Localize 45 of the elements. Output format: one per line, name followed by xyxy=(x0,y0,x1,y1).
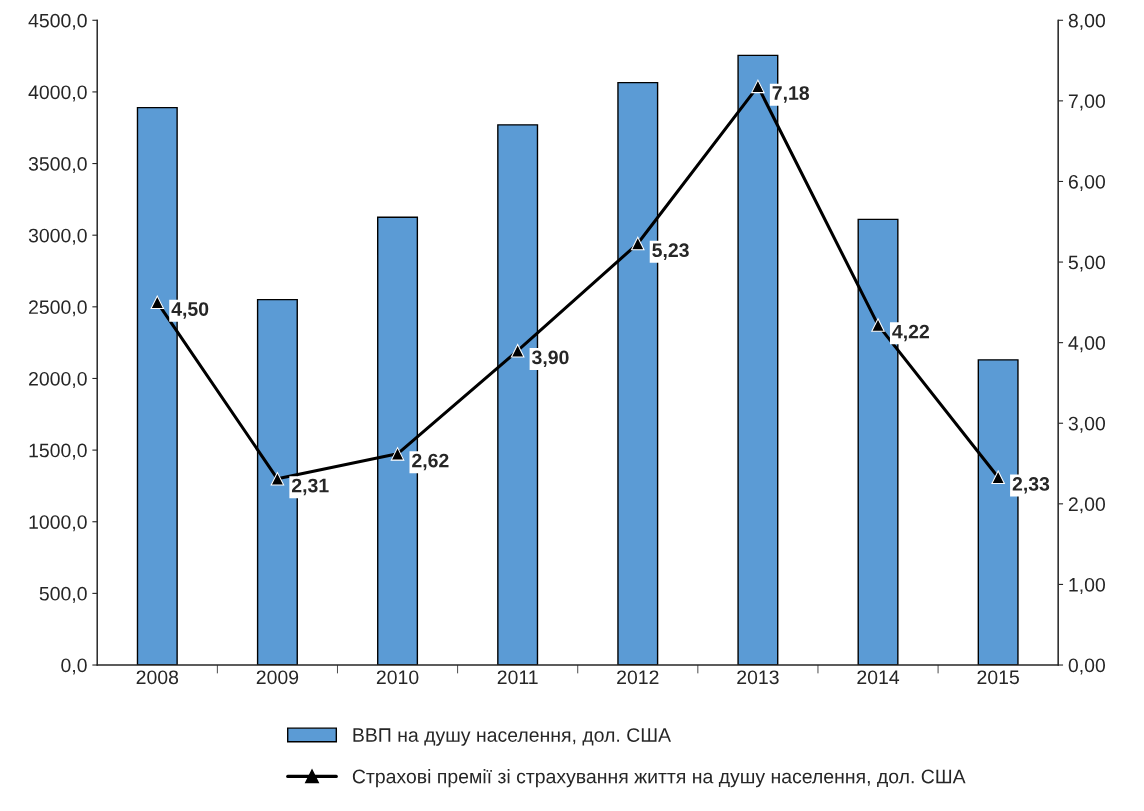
y2-tick-label: 6,00 xyxy=(1068,174,1106,191)
y-tick-label: 1500,0 xyxy=(29,443,87,460)
y2-tick-label: 4,00 xyxy=(1068,336,1106,353)
y-tick-label: 2000,0 xyxy=(29,371,87,388)
point xyxy=(270,472,285,486)
x-tick-label: 2010 xyxy=(376,670,419,685)
y-tick-label: 4000,0 xyxy=(28,85,87,102)
y-tick-label: 2500,0 xyxy=(29,300,87,317)
y2-tick-label: 3,00 xyxy=(1068,416,1106,433)
point xyxy=(751,79,765,94)
x-tick-label: 2009 xyxy=(256,670,299,685)
x-tick-label: 2014 xyxy=(857,670,900,685)
data-label: 5,23 xyxy=(652,243,689,260)
data-label: 2,31 xyxy=(291,478,329,496)
y2-tick-label: 2,00 xyxy=(1068,497,1106,514)
point xyxy=(150,295,165,310)
data-label: 3,90 xyxy=(532,350,569,368)
data-label: 2,62 xyxy=(412,453,449,471)
point xyxy=(631,236,645,251)
legend-label: Страхові премії зі страхування життя на душу населення, дол. США xyxy=(352,769,966,788)
data-label: 7,18 xyxy=(772,86,810,103)
x-tick-label: 2011 xyxy=(497,670,538,685)
y2-tick-label: 0,00 xyxy=(1068,658,1106,675)
y2-tick-label: 8,00 xyxy=(1068,13,1106,30)
y-tick-label: 4500,0 xyxy=(28,13,87,30)
y-tick-label: 3500,0 xyxy=(28,157,87,174)
y-tick-label: 500,0 xyxy=(39,586,87,603)
x-tick-label: 2012 xyxy=(617,670,659,685)
point xyxy=(871,318,885,332)
point xyxy=(991,470,1005,485)
y-tick-label: 1000,0 xyxy=(29,515,87,532)
x-tick-label: 2008 xyxy=(136,670,179,685)
data-label: 2,33 xyxy=(1012,477,1050,494)
legend-label: ВВП на душу населення, дол. США xyxy=(353,728,672,746)
y2-tick-label: 1,00 xyxy=(1069,577,1106,594)
y2-tick-label: 7,00 xyxy=(1068,94,1106,111)
data-label: 4,22 xyxy=(892,324,929,342)
x-tick-label: 2015 xyxy=(977,670,1019,685)
point xyxy=(390,447,405,461)
point xyxy=(510,343,525,358)
y-tick-label: 0,0 xyxy=(61,658,87,675)
data-label: 4,50 xyxy=(171,302,209,319)
y2-tick-label: 5,00 xyxy=(1068,255,1106,272)
x-tick-label: 2013 xyxy=(737,670,779,685)
y-tick-label: 3000,0 xyxy=(28,228,87,245)
